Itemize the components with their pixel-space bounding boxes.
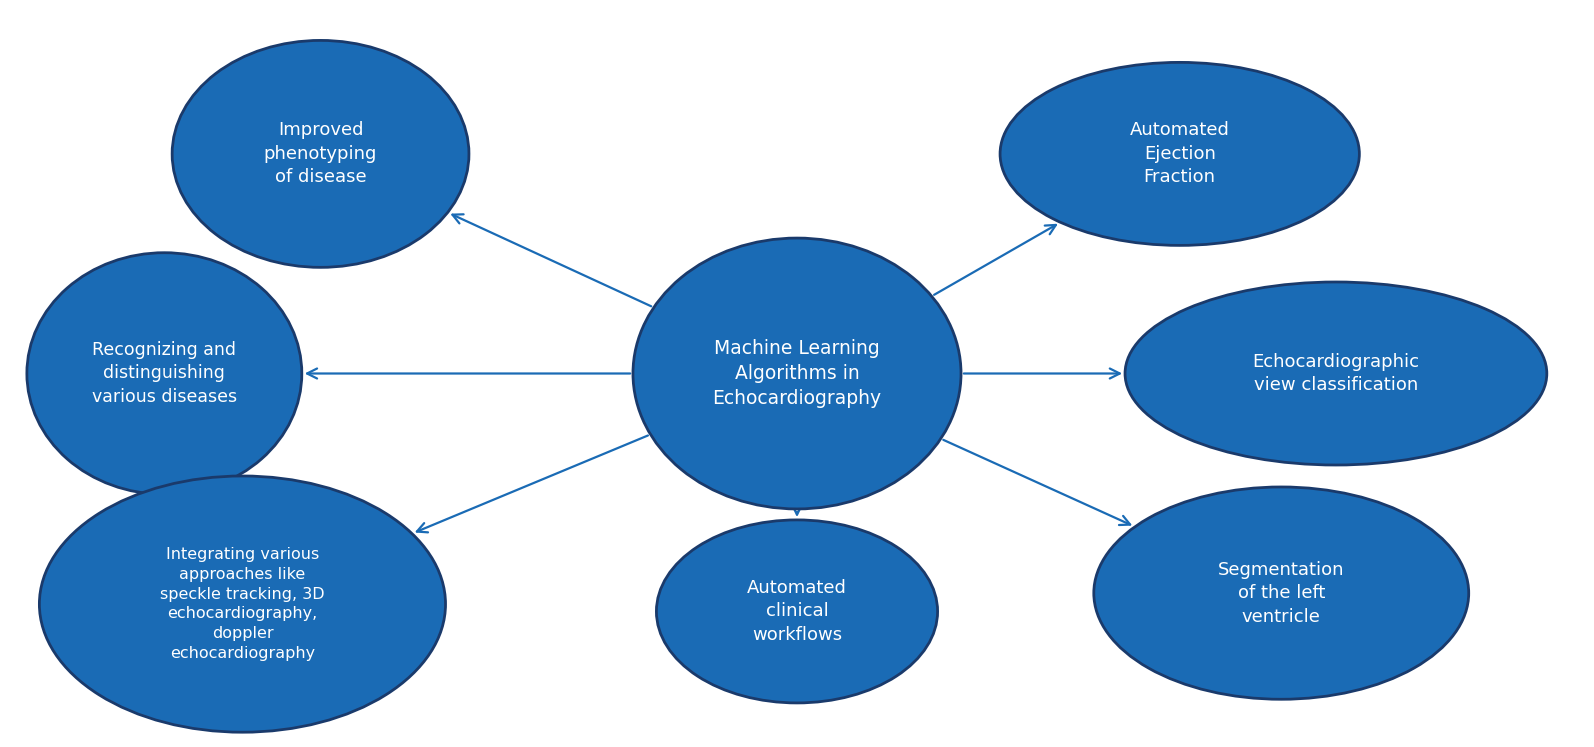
Ellipse shape (1093, 487, 1468, 699)
Text: Improved
phenotyping
of disease: Improved phenotyping of disease (265, 121, 378, 187)
Text: Machine Learning
Algorithms in
Echocardiography: Machine Learning Algorithms in Echocardi… (713, 339, 881, 408)
Text: Recognizing and
distinguishing
various diseases: Recognizing and distinguishing various d… (92, 341, 238, 406)
Ellipse shape (40, 476, 445, 732)
Ellipse shape (172, 40, 469, 267)
Ellipse shape (1125, 282, 1546, 465)
Ellipse shape (999, 62, 1360, 245)
Text: Segmentation
of the left
ventricle: Segmentation of the left ventricle (1218, 560, 1344, 626)
Ellipse shape (633, 238, 961, 509)
Text: Echocardiographic
view classification: Echocardiographic view classification (1253, 353, 1419, 394)
Ellipse shape (27, 252, 301, 495)
Text: Integrating various
approaches like
speckle tracking, 3D
echocardiography,
doppl: Integrating various approaches like spec… (159, 547, 325, 661)
Text: Automated
Ejection
Fraction: Automated Ejection Fraction (1130, 121, 1229, 187)
Text: Automated
clinical
workflows: Automated clinical workflows (748, 579, 846, 644)
Ellipse shape (657, 520, 937, 703)
